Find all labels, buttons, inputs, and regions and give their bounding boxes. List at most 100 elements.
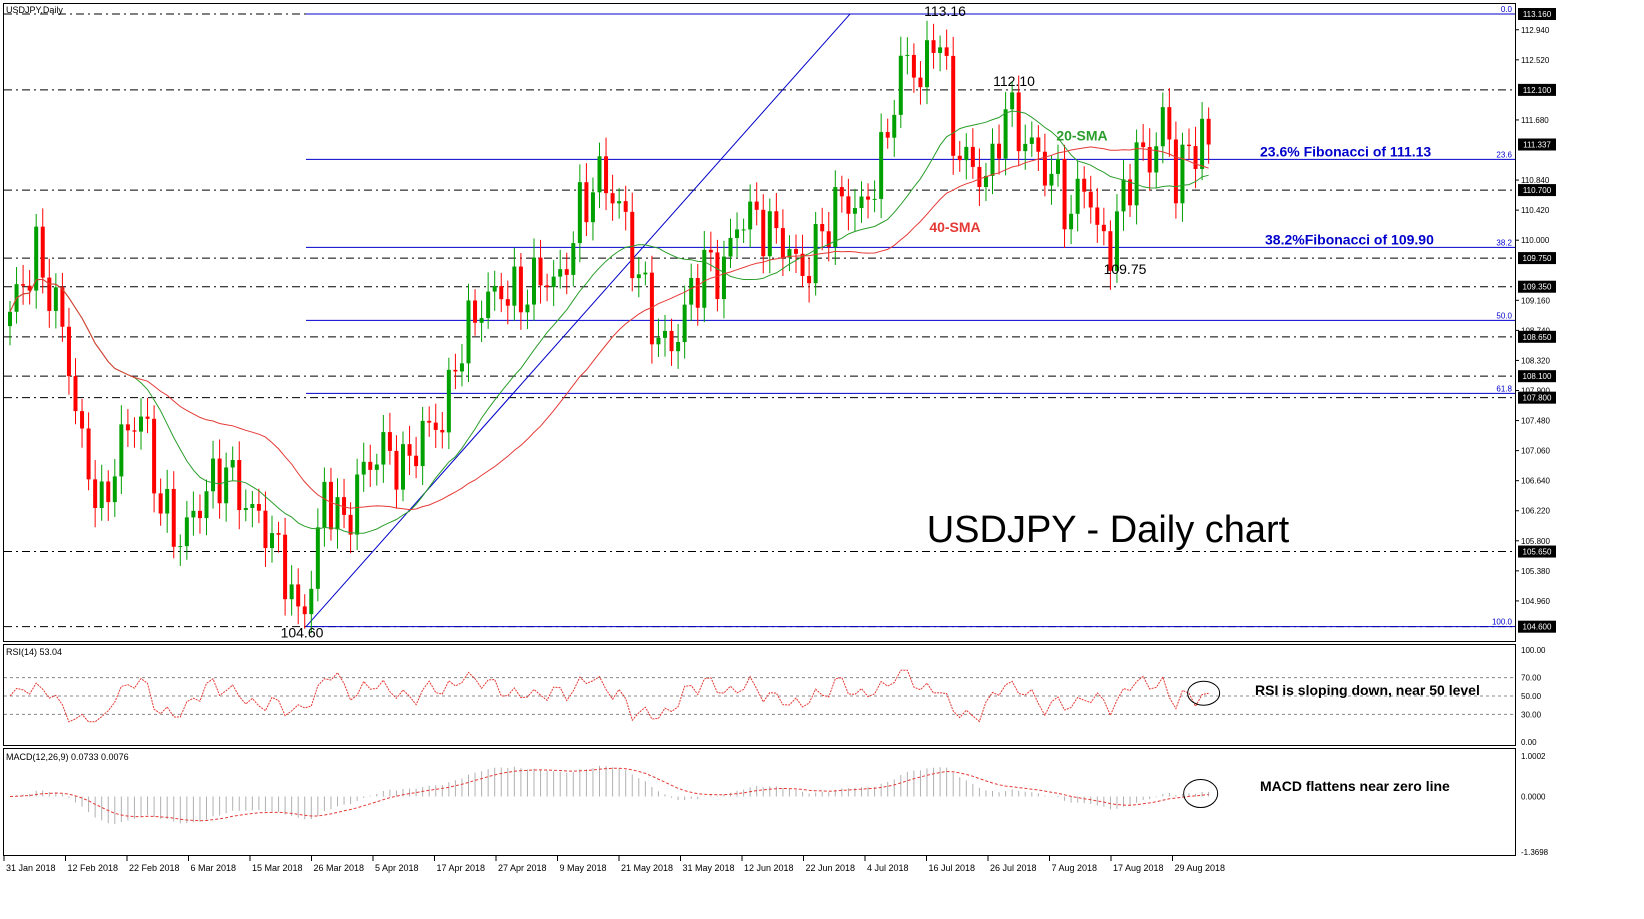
trendline	[305, 13, 851, 628]
candle-body	[125, 424, 130, 431]
price-tick-label: 105.380	[1521, 567, 1550, 576]
candle-body	[361, 461, 366, 475]
fib-ratio-label: 61.8	[1496, 384, 1512, 393]
date-tick-label: 12 Feb 2018	[68, 863, 119, 873]
candle-body	[800, 253, 805, 276]
sma20-line	[9, 110, 1209, 534]
candle-body	[1187, 144, 1191, 147]
macd-highlight-circle	[1183, 779, 1219, 809]
high-label: 113.16	[924, 3, 966, 19]
price-tick-label: 112.520	[1521, 56, 1550, 65]
candle-body	[256, 504, 261, 511]
fib236-label: 23.6% Fibonacci of 111.13	[1260, 143, 1431, 159]
price-tag-label: 107.800	[1523, 394, 1552, 403]
rsi-indicator: 100.00 70.00 50.00 30.00 0.00	[4, 646, 1546, 747]
candle-body	[702, 249, 707, 308]
date-tick-label: 31 Jan 2018	[6, 863, 56, 873]
price-tick-label: 110.000	[1521, 236, 1550, 245]
price-tag-bg	[1518, 280, 1556, 293]
price-tag-bg	[1518, 330, 1556, 343]
candle-body	[250, 504, 255, 508]
candle-body	[263, 510, 268, 549]
candle-body	[761, 209, 766, 257]
candle-body	[1016, 92, 1021, 152]
price-annotations: 113.16 112.10 109.75 104.60 20-SMA 40-SMA 23.6…	[281, 3, 1434, 641]
macd-tick-label: 0.0000	[1521, 793, 1546, 802]
candle-body	[99, 481, 104, 508]
candle-body	[40, 226, 45, 278]
candle-body	[427, 420, 432, 423]
candle-body	[112, 476, 117, 503]
candle-body	[957, 155, 962, 161]
candle-body	[230, 460, 235, 468]
candle-body	[951, 55, 956, 156]
candle-body	[1206, 118, 1211, 145]
candle-body	[453, 369, 458, 372]
candle-body	[741, 229, 746, 231]
candle-body	[322, 481, 327, 528]
price-tag-label: 108.650	[1523, 333, 1552, 342]
candle-body	[931, 40, 936, 53]
candle-body	[545, 285, 550, 288]
sma40-label: 40-SMA	[929, 219, 980, 235]
candle-body	[276, 533, 281, 535]
rsi-tick-label: 70.00	[1521, 674, 1542, 683]
date-tick-label: 17 Aug 2018	[1113, 863, 1164, 873]
candle-body	[839, 187, 844, 197]
price-tick-label: 112.940	[1521, 26, 1550, 35]
date-tick-label: 29 Aug 2018	[1175, 863, 1226, 873]
candle-body	[820, 224, 825, 232]
candle-body	[866, 196, 871, 200]
price-tag-bg	[1518, 252, 1556, 265]
candle-body	[224, 467, 229, 504]
price-tick-label: 104.960	[1521, 597, 1550, 606]
candle-body	[885, 132, 890, 138]
candle-body	[191, 510, 196, 518]
candle-body	[132, 430, 137, 432]
date-tick-label: 21 May 2018	[621, 863, 673, 873]
price-tick-label: 105.800	[1521, 537, 1550, 546]
candle-body	[171, 488, 176, 547]
price-tag-label: 104.600	[1523, 623, 1552, 632]
price-tag-bg	[1518, 370, 1556, 383]
candle-body	[1075, 178, 1080, 214]
candle-body	[597, 156, 602, 193]
candle-body	[211, 458, 216, 492]
candle-body	[872, 198, 877, 200]
candle-body	[165, 488, 170, 514]
candle-body	[512, 266, 517, 306]
chart-title: USDJPY,Daily	[6, 5, 63, 15]
price-tick-label: 107.480	[1521, 417, 1550, 426]
candle-body	[663, 330, 667, 338]
candle-body	[721, 256, 726, 300]
candle-body	[394, 450, 399, 490]
candle-body	[695, 278, 700, 308]
fib-ratio-label: 38.2	[1496, 238, 1512, 247]
candle-body	[754, 201, 759, 210]
macd-signal-line	[9, 767, 1209, 822]
candle-body	[1003, 109, 1008, 159]
price-tag-bg	[1518, 8, 1556, 21]
date-tick-label: 17 Apr 2018	[437, 863, 486, 873]
candle-body	[158, 493, 163, 514]
candle-body	[21, 284, 26, 286]
price-tag-bg	[1518, 83, 1556, 96]
price-tag-label: 105.650	[1523, 548, 1552, 557]
fib-ratio-label: 100.0	[1492, 618, 1513, 627]
candle-body	[807, 275, 812, 284]
candle-body	[237, 460, 242, 511]
candle-body	[1023, 143, 1028, 152]
candle-body	[558, 269, 563, 277]
fib382-label: 38.2%Fibonacci of 109.90	[1265, 231, 1434, 247]
candle-body	[486, 291, 491, 319]
candle-body	[518, 266, 523, 313]
candle-body	[1095, 207, 1100, 225]
date-tick-label: 27 Apr 2018	[498, 863, 547, 873]
rsi-tick-label: 30.00	[1521, 710, 1542, 719]
candle-body	[938, 47, 943, 53]
candle-body	[197, 510, 202, 519]
candle-body	[152, 418, 157, 494]
candle-body	[944, 47, 949, 56]
candle-body	[440, 429, 445, 433]
candle-body	[905, 54, 910, 56]
